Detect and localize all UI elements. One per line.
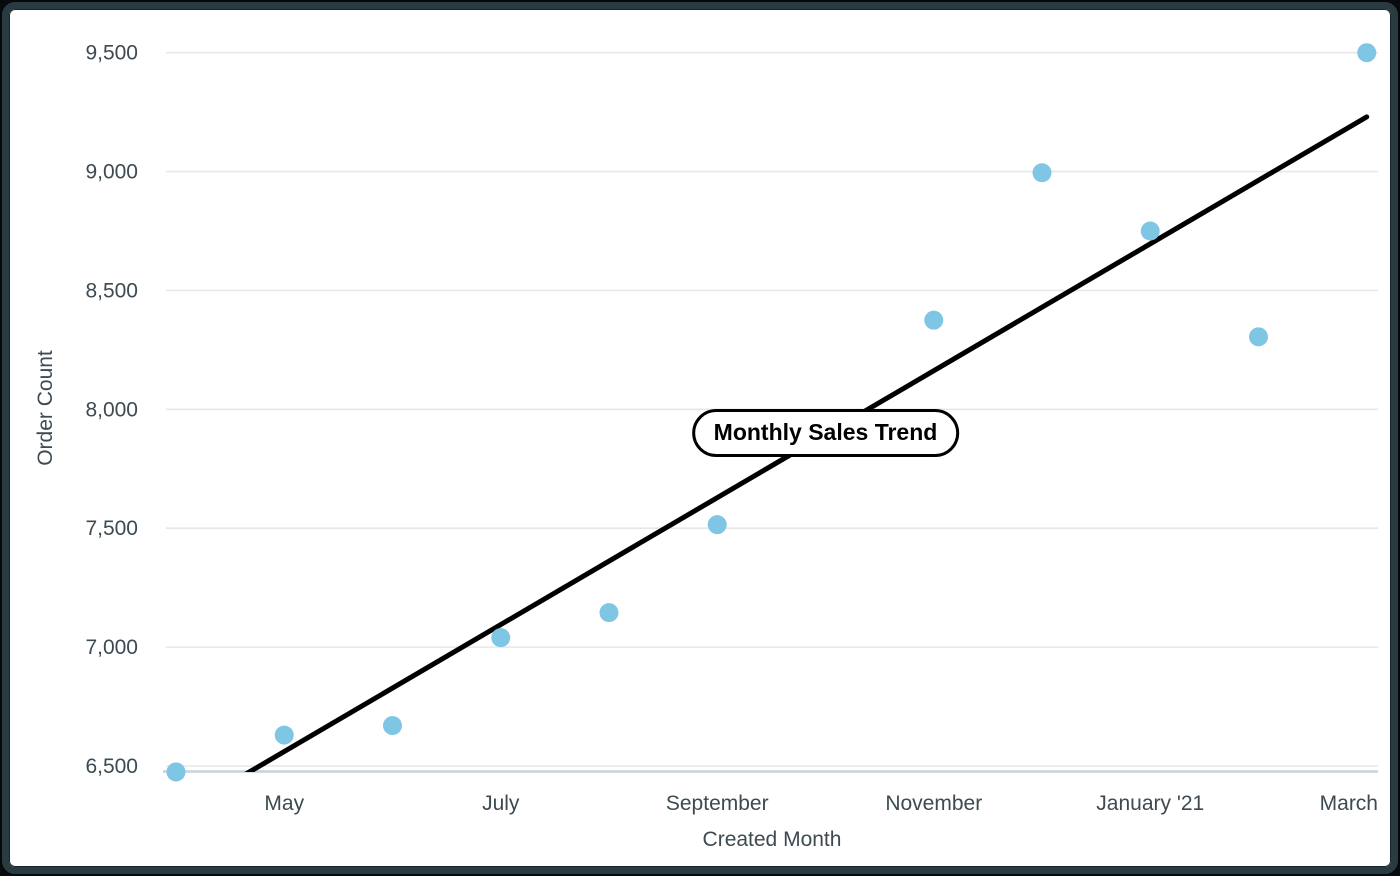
data-point[interactable]: [924, 310, 944, 330]
x-tick-label: September: [666, 792, 769, 815]
gridlines: [166, 51, 1378, 767]
data-point[interactable]: [491, 628, 511, 648]
y-tick-label: 7,500: [85, 517, 138, 540]
trend-line: [244, 114, 1370, 772]
data-point[interactable]: [166, 762, 186, 782]
trend-label-text: Monthly Sales Trend: [713, 419, 938, 446]
trend-line-layer: [244, 114, 1370, 772]
y-tick-label: 8,500: [85, 279, 138, 302]
data-point[interactable]: [1032, 163, 1052, 183]
data-point[interactable]: [707, 515, 727, 535]
data-point[interactable]: [383, 716, 402, 736]
x-tick-label: July: [482, 792, 520, 815]
data-point[interactable]: [1357, 43, 1377, 63]
data-points-layer: [166, 43, 1377, 782]
x-tick-label: November: [885, 792, 982, 815]
y-tick-label: 8,000: [85, 398, 138, 421]
data-point[interactable]: [599, 603, 619, 623]
data-point[interactable]: [1249, 327, 1268, 347]
y-tick-label: 6,500: [85, 755, 138, 778]
x-tick-labels: May July September November January '21 March: [264, 792, 1378, 815]
y-tick-label: 9,500: [85, 42, 138, 65]
x-tick-label: May: [264, 792, 304, 815]
y-tick-label: 9,000: [85, 161, 138, 184]
data-point[interactable]: [274, 725, 294, 745]
y-tick-labels: 6,500 7,000 7,500 8,000 8,500 9,000 9,500: [85, 42, 138, 778]
data-point[interactable]: [1140, 221, 1160, 241]
y-tick-label: 7,000: [85, 636, 138, 659]
x-tick-label: January '21: [1096, 792, 1204, 815]
y-axis-title: Order Count: [34, 350, 57, 466]
x-axis-title: Created Month: [703, 828, 842, 851]
trend-label-pill: Monthly Sales Trend: [691, 409, 960, 458]
x-tick-label: March: [1320, 792, 1378, 815]
